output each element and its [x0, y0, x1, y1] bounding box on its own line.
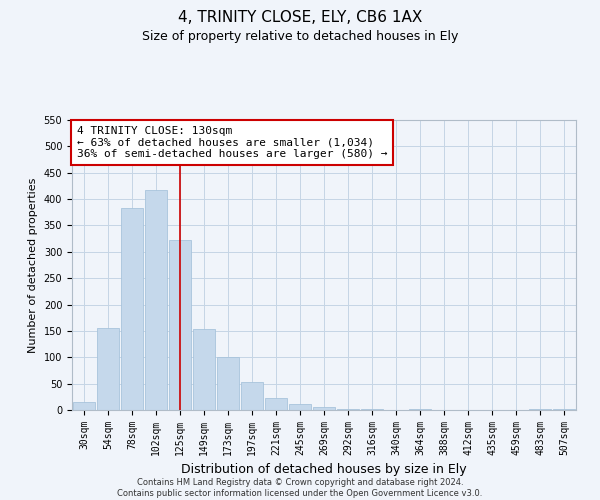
Bar	[97, 328, 119, 410]
Text: Size of property relative to detached houses in Ely: Size of property relative to detached ho…	[142, 30, 458, 43]
Bar	[313, 408, 335, 410]
Text: 4 TRINITY CLOSE: 130sqm
← 63% of detached houses are smaller (1,034)
36% of semi: 4 TRINITY CLOSE: 130sqm ← 63% of detache…	[77, 126, 388, 159]
Y-axis label: Number of detached properties: Number of detached properties	[28, 178, 38, 352]
Bar	[121, 208, 143, 410]
Bar	[361, 409, 383, 410]
Bar	[73, 402, 95, 410]
Bar	[217, 358, 239, 410]
Bar	[193, 330, 215, 410]
Bar	[265, 398, 287, 410]
Text: Contains HM Land Registry data © Crown copyright and database right 2024.
Contai: Contains HM Land Registry data © Crown c…	[118, 478, 482, 498]
X-axis label: Distribution of detached houses by size in Ely: Distribution of detached houses by size …	[181, 464, 467, 476]
Bar	[289, 404, 311, 410]
Bar	[145, 190, 167, 410]
Text: 4, TRINITY CLOSE, ELY, CB6 1AX: 4, TRINITY CLOSE, ELY, CB6 1AX	[178, 10, 422, 25]
Bar	[553, 409, 575, 410]
Bar	[169, 240, 191, 410]
Bar	[241, 382, 263, 410]
